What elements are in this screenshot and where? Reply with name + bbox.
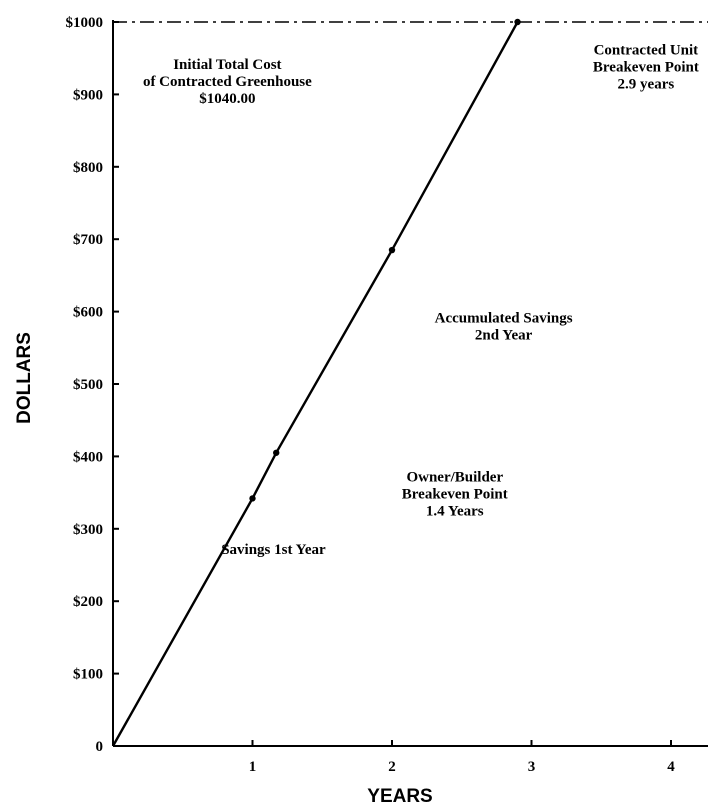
y-ticks: 0 $100 $200 $300 $400 $500 $600 $700 $800 $900 $10… [66,15,119,755]
x-tick-label: 2 [388,759,396,775]
x-ticks: 1 2 3 4 [249,740,675,775]
x-tick-label: 3 [528,759,536,775]
y-tick-label: $500 [73,377,103,393]
y-tick-label: $700 [73,232,103,248]
x-tick-label: 1 [249,759,257,775]
annotation-text: $1040.00 [199,91,255,107]
axes [112,20,708,747]
y-axis-title: DOLLARS [14,332,35,424]
y-tick-label: $900 [73,87,103,103]
y-tick-label: $300 [73,522,103,538]
series-layer [111,18,521,747]
annotation-text: Initial Total Cost [173,57,281,73]
y-tick-label: $100 [73,667,103,683]
y-tick-label: $400 [73,449,103,465]
y-tick-label: $600 [73,305,103,321]
annotation-text: 2nd Year [475,327,533,343]
y-tick-label: $1000 [66,15,104,31]
annotation-text: 1.4 Years [426,504,484,520]
data-point [249,495,256,502]
data-point [514,18,521,26]
annotation-text: Breakeven Point [593,60,699,76]
annotation-text: Contracted Unit [594,43,699,59]
annotation-text: Savings 1st Year [221,542,326,558]
annotation-text: Accumulated Savings [435,310,573,326]
x-axis-title: YEARS [367,786,432,807]
data-point [388,246,396,254]
x-tick-label: 4 [667,759,675,775]
annotation-text: 2.9 years [618,77,675,93]
annotation-text: Owner/Builder [406,470,503,486]
y-tick-label: $800 [73,160,103,176]
y-tick-label: $200 [73,594,103,610]
series-line [111,21,519,747]
y-tick-label: 0 [96,739,104,755]
annotation-text: Breakeven Point [402,487,508,503]
annotation-text: of Contracted Greenhouse [143,74,312,90]
data-point [273,449,280,456]
